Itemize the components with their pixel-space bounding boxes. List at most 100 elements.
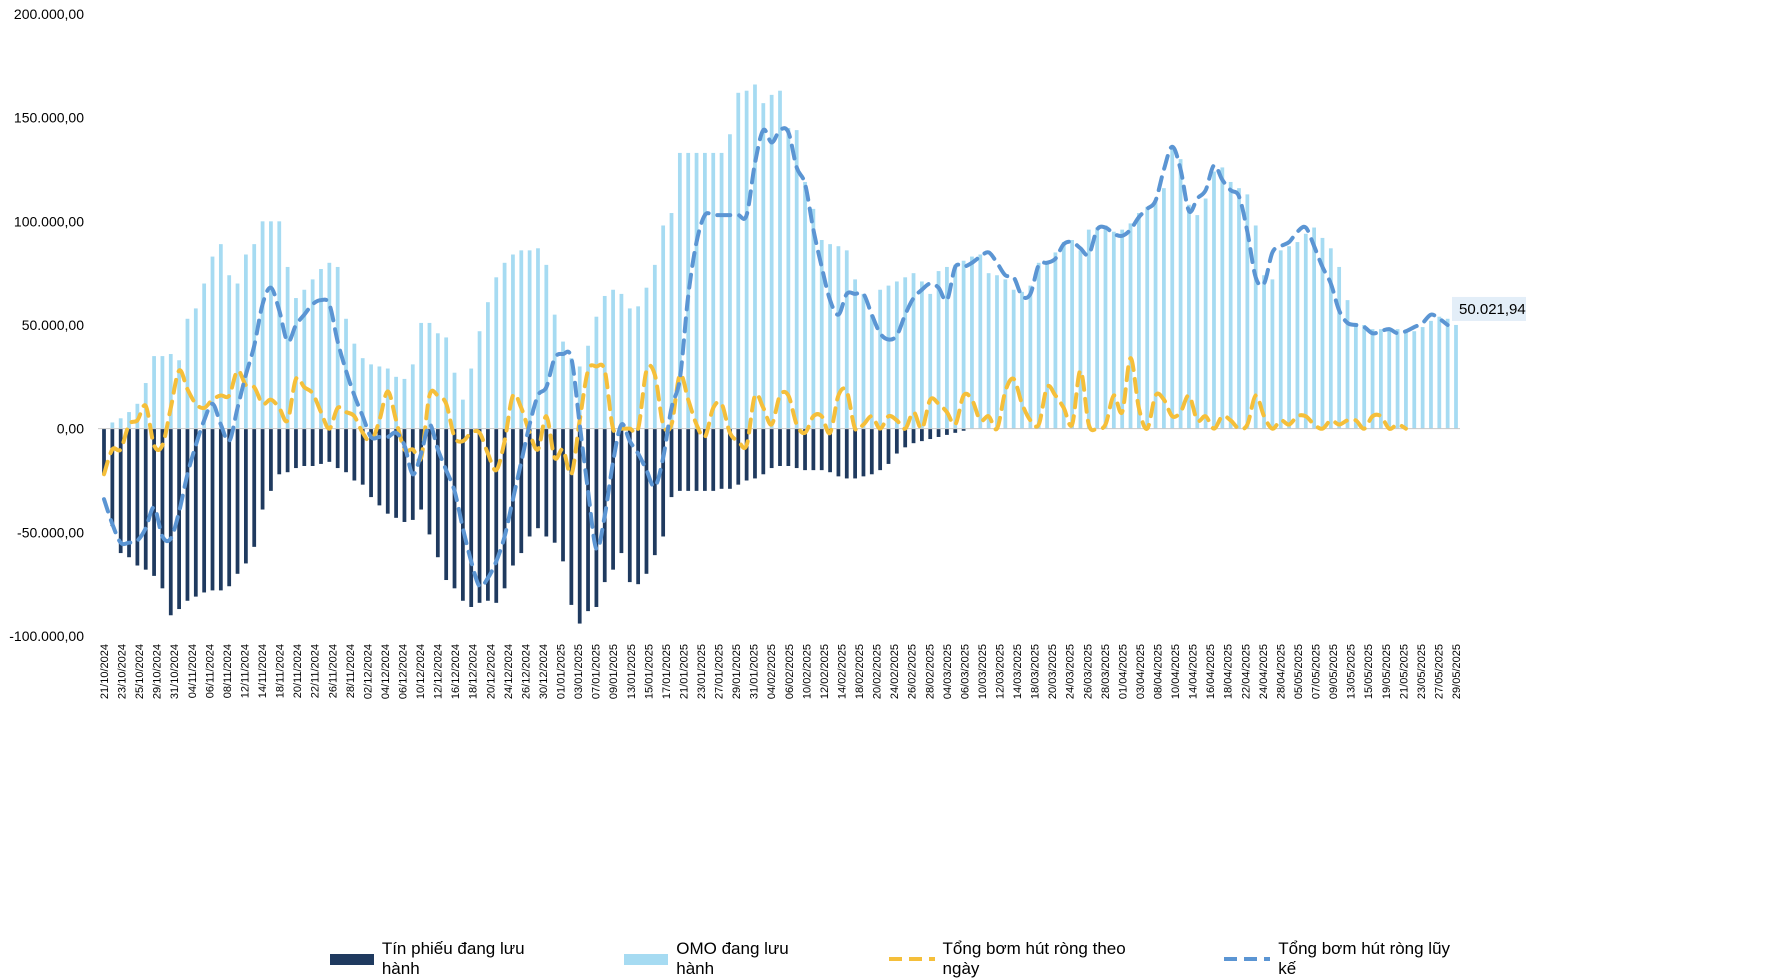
x-tick-label: 26/11/2024 [327, 644, 339, 698]
y-tick-label: -50.000,00 [17, 524, 84, 540]
bar-tin-phieu [344, 428, 348, 473]
x-tick-label: 12/03/2025 [994, 644, 1006, 699]
bar-tin-phieu [569, 428, 574, 605]
x-tick-label: 26/03/2025 [1082, 644, 1094, 699]
legend: Tín phiếu đang lưu hành OMO đang lưu hàn… [330, 939, 1530, 978]
bar-tin-phieu [427, 428, 432, 535]
x-tick-label: 03/04/2025 [1135, 644, 1147, 699]
bar-omo [1454, 324, 1458, 429]
x-tick-label: 22/11/2024 [310, 644, 322, 698]
bar-tin-phieu [419, 428, 424, 510]
bar-omo [327, 262, 332, 429]
bar-omo [252, 244, 257, 429]
bar-omo [369, 364, 373, 429]
bar-omo [928, 293, 933, 429]
x-tick-label: 26/12/2024 [520, 644, 532, 699]
x-tick-label: 14/11/2024 [257, 644, 269, 698]
x-tick-label: 07/01/2025 [591, 644, 603, 699]
bar-tin-phieu [319, 428, 323, 464]
bar-tin-phieu [486, 428, 490, 601]
bar-tin-phieu [694, 428, 699, 491]
bar-omo [769, 94, 774, 429]
y-tick-label: 100.000,00 [14, 213, 84, 229]
bar-omo [1245, 194, 1250, 429]
bar-omo [920, 281, 924, 429]
bar-tin-phieu [677, 428, 682, 491]
x-tick-label: 04/02/2025 [766, 644, 778, 699]
x-tick-label: 13/05/2025 [1346, 644, 1358, 699]
bar-tin-phieu [252, 428, 257, 547]
bar-omo [677, 152, 682, 429]
bar-omo [168, 354, 173, 429]
bar-omo [903, 277, 908, 429]
bar-omo [385, 368, 390, 429]
x-tick-label: 29/05/2025 [1451, 644, 1463, 699]
bar-omo [961, 260, 966, 429]
x-tick-label: 20/02/2025 [872, 644, 884, 699]
bar-omo [627, 308, 632, 429]
bar-omo [844, 250, 849, 429]
bar-tin-phieu [160, 428, 165, 589]
bar-omo [761, 103, 766, 429]
bar-omo [853, 279, 857, 429]
x-tick-label: 25/10/2024 [134, 644, 146, 699]
bar-omo [1262, 275, 1266, 429]
bar-tin-phieu [327, 428, 332, 462]
bar-omo [1287, 246, 1291, 429]
bar-omo [544, 264, 549, 429]
x-tick-label: 06/12/2024 [397, 644, 409, 699]
bar-omo [728, 134, 732, 429]
bar-tin-phieu [803, 428, 807, 471]
bar-omo [602, 295, 607, 429]
bar-tin-phieu [536, 428, 540, 529]
bar-omo [310, 279, 315, 429]
bar-omo [536, 248, 540, 429]
bar-omo [1070, 239, 1074, 429]
bar-tin-phieu [202, 428, 207, 593]
bar-omo [377, 366, 382, 429]
x-tick-label: 06/02/2025 [784, 644, 796, 699]
bar-omo [995, 275, 999, 429]
legend-swatch-cumulative-net [1224, 957, 1271, 961]
bar-tin-phieu [477, 428, 482, 603]
x-tick-label: 06/11/2024 [204, 644, 216, 698]
bar-omo [970, 256, 974, 429]
bar-tin-phieu [644, 428, 649, 574]
x-tick-label: 23/05/2025 [1416, 644, 1428, 699]
bar-omo [193, 308, 198, 429]
bar-omo [244, 254, 248, 429]
bar-omo [886, 285, 891, 429]
bar-omo [177, 360, 181, 429]
bar-tin-phieu [761, 428, 766, 475]
bar-omo [1103, 225, 1108, 429]
bar-tin-phieu [469, 428, 474, 607]
bar-omo [1437, 316, 1442, 429]
bar-tin-phieu [878, 428, 883, 471]
legend-swatch-omo [624, 953, 669, 965]
bar-tin-phieu [127, 428, 131, 558]
bar-tin-phieu [135, 428, 140, 566]
x-tick-label: 16/04/2025 [1205, 644, 1217, 699]
bar-tin-phieu [210, 428, 215, 591]
bar-omo [110, 422, 115, 429]
bar-omo [118, 418, 123, 429]
bar-tin-phieu [894, 428, 899, 454]
x-tick-label: 10/02/2025 [801, 644, 813, 699]
bar-omo [127, 412, 131, 429]
bar-omo [452, 372, 457, 429]
legend-item-omo: OMO đang lưu hành [624, 939, 830, 979]
x-tick-label: 20/12/2024 [485, 644, 497, 699]
x-tick-label: 27/05/2025 [1433, 644, 1445, 699]
bar-tin-phieu [502, 428, 507, 589]
x-tick-label: 21/10/2024 [99, 644, 111, 699]
x-tick-label: 27/01/2025 [714, 644, 726, 699]
x-tick-label: 10/12/2024 [415, 644, 427, 699]
bar-tin-phieu [152, 428, 156, 576]
x-tick-label: 01/04/2025 [1117, 644, 1129, 699]
bar-tin-phieu [669, 428, 674, 498]
bar-omo [477, 331, 482, 429]
x-tick-label: 18/12/2024 [468, 644, 480, 699]
bar-tin-phieu [369, 428, 373, 498]
bar-omo [644, 287, 649, 429]
series-omo-bars [110, 84, 1458, 429]
